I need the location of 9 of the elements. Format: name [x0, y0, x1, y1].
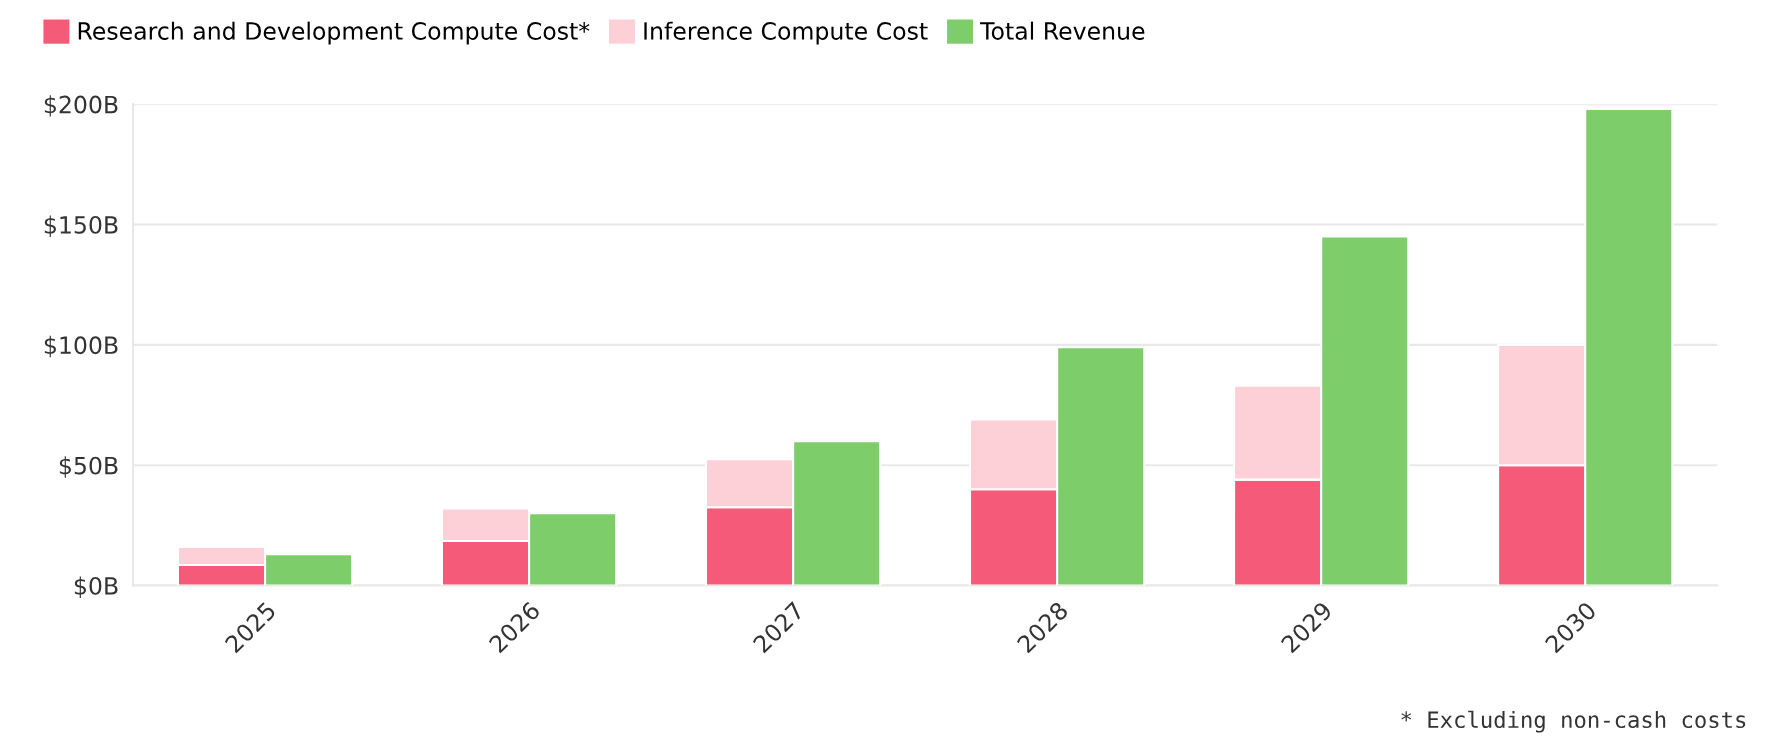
y-tick-label: $0B [74, 576, 118, 598]
y-tick-label: $50B [59, 456, 118, 478]
y-tick-label: $100B [44, 335, 118, 358]
legend-label: Research and Development Compute Cost* [78, 21, 590, 45]
text: * Excluding non-cash costs [1401, 710, 1746, 733]
legend-label: Inference Compute Cost [644, 21, 928, 45]
y-tick-label: $150B [44, 215, 118, 237]
legend-label: Total Revenue [980, 21, 1145, 40]
y-tick-label: $200B [44, 95, 118, 117]
